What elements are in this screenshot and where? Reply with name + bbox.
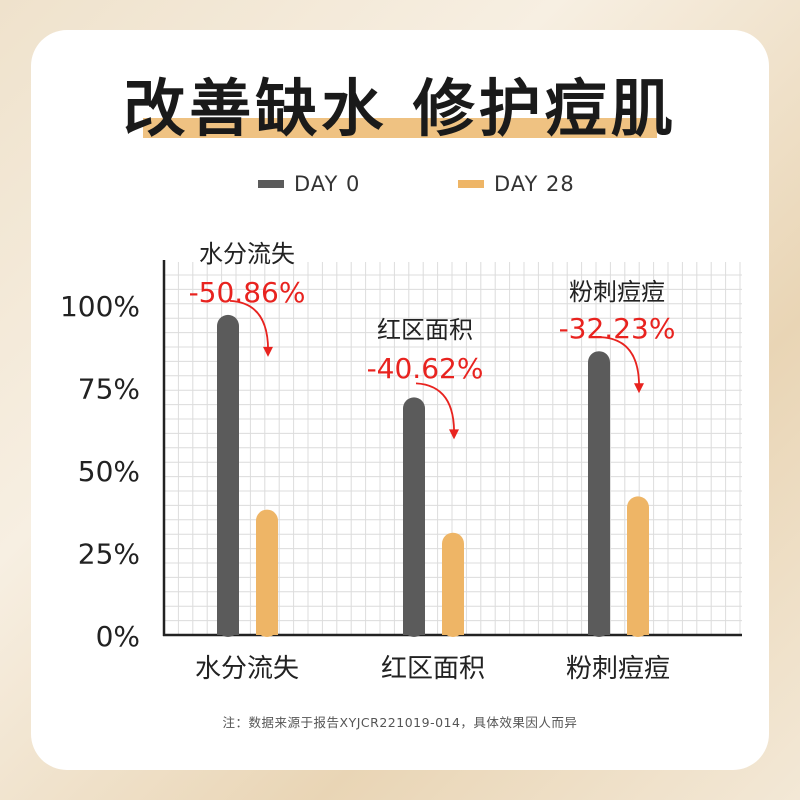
x-tick-label: 水分流失	[195, 654, 299, 684]
annotation-arrow	[229, 300, 269, 355]
legend-swatch-day28	[458, 180, 484, 188]
arrow-head	[263, 346, 273, 357]
bar-day28	[627, 496, 649, 637]
bar-day28	[442, 532, 464, 637]
legend-label-day28: DAY 28	[494, 172, 575, 196]
annotation-label: 粉刺痘痘	[569, 278, 665, 306]
y-tick-label: 75%	[78, 373, 140, 406]
bar-base	[588, 625, 610, 635]
y-tick-label: 25%	[78, 538, 140, 571]
bar-base	[442, 625, 464, 635]
y-tick-label: 0%	[96, 620, 140, 653]
x-tick-label: 粉刺痘痘	[566, 654, 670, 684]
annotation-label: 红区面积	[377, 316, 473, 344]
bar-day28	[256, 509, 278, 637]
annotation-arrow	[415, 382, 455, 438]
bar-base	[627, 625, 649, 635]
title-highlight	[143, 118, 657, 138]
chart-labels: 100%75%50%25%0%水分流失 红区面积 粉刺痘痘水分流失-50.86%红区…	[60, 240, 676, 684]
bar-day0	[217, 314, 239, 637]
arrow-head	[634, 383, 644, 394]
arrow-head	[449, 429, 459, 440]
bar-base	[217, 625, 239, 635]
legend-item-day28: DAY 28	[458, 172, 575, 196]
y-tick-label: 50%	[78, 455, 140, 488]
annotation-change: -40.62%	[367, 352, 484, 385]
legend-label-day0: DAY 0	[294, 172, 361, 196]
bar-base	[403, 625, 425, 635]
page-title: 改善缺水 修护痘肌	[123, 72, 677, 145]
annotation-change: -50.86%	[189, 276, 306, 309]
x-tick-label: 红区面积	[381, 654, 485, 684]
annotation-change: -32.23%	[559, 312, 676, 345]
legend-swatch-day0	[258, 180, 284, 188]
annotation-arrow	[600, 336, 640, 392]
chart-bars	[217, 314, 649, 637]
bar-day0	[588, 351, 610, 637]
y-tick-label: 100%	[60, 290, 140, 323]
footnote: 注：数据来源于报告XYJCR221019-014，具体效果因人而异	[222, 715, 578, 730]
legend-item-day0: DAY 0	[258, 172, 360, 196]
content-card	[31, 30, 769, 770]
annotation-label: 水分流失	[199, 240, 295, 268]
bar-day0	[403, 397, 425, 637]
bar-base	[256, 625, 278, 635]
chart-legend: DAY 0 DAY 28	[0, 172, 800, 202]
title-block: 改善缺水 修护痘肌	[0, 72, 800, 146]
